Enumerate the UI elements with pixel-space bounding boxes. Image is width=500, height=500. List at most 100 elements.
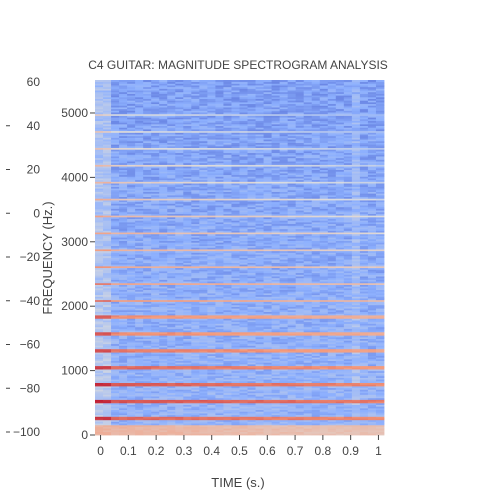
heatmap-cell [159,316,168,319]
heatmap-cell [271,164,281,167]
heatmap-cell [207,194,216,198]
heatmap-cell [247,145,256,149]
heatmap-cell [199,352,208,355]
heatmap-cell [119,222,128,225]
heatmap-cell [159,323,168,326]
heatmap-cell [159,213,168,216]
heatmap-cell [255,382,264,385]
heatmap-cell [215,271,224,274]
heatmap-cell [183,360,192,363]
heatmap-cell [215,154,224,157]
heatmap-cell [271,162,281,165]
heatmap-cell [95,88,104,91]
heatmap-cell [119,325,128,328]
heatmap-cell [159,342,168,345]
heatmap-cell [151,105,160,108]
heatmap-cell [255,355,264,358]
heatmap-cell [119,296,128,299]
heatmap-cell [199,181,208,184]
heatmap-cell [95,330,104,333]
heatmap-cell [135,301,144,304]
heatmap-cell [135,144,144,147]
heatmap-cell [207,250,216,253]
heatmap-cell [263,216,273,220]
heatmap-cell [167,382,176,385]
heatmap-cell [111,147,120,150]
heatmap-cell [111,391,120,394]
heatmap-cell [111,186,120,189]
heatmap-cell [103,144,112,147]
heatmap-cell [119,260,128,263]
heatmap-cell [239,259,248,262]
heatmap-cell [95,353,104,356]
heatmap-cell [279,259,289,262]
heatmap-cell [135,105,144,108]
heatmap-cell [239,428,248,431]
heatmap-cell [247,166,256,169]
heatmap-cell [111,284,120,287]
heatmap-cell [159,365,168,368]
heatmap-cell [255,223,264,226]
heatmap-cell [223,222,232,225]
heatmap-cell [215,313,224,316]
heatmap-cell [127,428,136,431]
heatmap-cell [143,306,152,309]
heatmap-cell [199,103,208,106]
heatmap-cell [183,385,192,389]
heatmap-cell [143,335,152,338]
heatmap-cell [111,401,120,404]
heatmap-cell [279,215,289,218]
heatmap-cell [159,186,168,189]
heatmap-cell [151,151,160,154]
heatmap-cell [119,179,128,182]
heatmap-cell [223,369,232,372]
heatmap-cell [247,413,256,416]
colorbar-tick-label: 40 [27,119,41,133]
heatmap-cell [95,409,104,412]
heatmap-cell [111,399,120,402]
heatmap-cell [271,243,281,247]
heatmap-cell [215,122,224,125]
heatmap-cell [231,350,240,353]
heatmap-cell [103,304,112,307]
heatmap-cell [255,282,264,285]
heatmap-cell [167,414,176,417]
heatmap-cell [143,402,152,405]
heatmap-cell [247,189,256,192]
heatmap-cell [159,135,168,138]
heatmap-cell [207,331,216,334]
heatmap-cell [231,86,240,89]
heatmap-cell [103,134,112,137]
heatmap-cell [271,132,281,135]
heatmap-cell [239,387,248,390]
heatmap-cell [135,201,144,204]
heatmap-cell [151,159,160,162]
heatmap-cell [111,321,120,324]
heatmap-cell [263,100,273,103]
heatmap-cell [95,262,104,265]
heatmap-cell [207,140,216,143]
heatmap-cell [167,123,176,127]
heatmap-cell [207,399,216,402]
heatmap-cell [95,414,104,417]
heatmap-cell [127,151,136,154]
heatmap-cell [247,245,256,248]
heatmap-cell [135,429,144,433]
heatmap-cell [191,272,200,275]
heatmap-cell [119,264,128,267]
heatmap-cell [119,374,128,377]
heatmap-cell [255,281,264,284]
heatmap-cell [199,255,208,258]
heatmap-cell [263,414,273,417]
heatmap-cell [183,240,192,243]
heatmap-cell [191,384,200,387]
heatmap-cell [95,134,104,137]
heatmap-cell [95,335,104,338]
heatmap-cell [95,350,104,353]
heatmap-cell [143,249,152,252]
heatmap-cell [183,396,192,399]
heatmap-cell [127,157,136,160]
heatmap-cell [247,370,256,373]
heatmap-cell [247,188,256,191]
heatmap-cell [183,223,192,226]
